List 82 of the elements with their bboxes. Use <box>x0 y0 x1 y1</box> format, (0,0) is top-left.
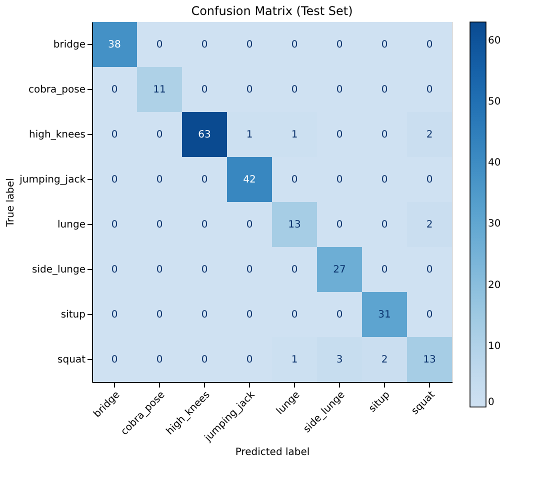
color-bar-label: 20 <box>488 280 501 291</box>
data-label: 0 <box>426 84 433 96</box>
data-label: 0 <box>201 220 208 230</box>
data-label: 0 <box>426 264 433 276</box>
chart-title: Confusion Matrix (Test Set) <box>191 4 353 18</box>
data-label: 3 <box>336 354 343 366</box>
data-label: 13 <box>423 354 436 366</box>
data-label: 0 <box>381 84 388 96</box>
data-label: 0 <box>336 84 343 96</box>
data-label: 0 <box>426 174 433 186</box>
data-label: 0 <box>201 264 208 276</box>
color-bar-label: 0 <box>488 397 494 408</box>
data-label: 0 <box>291 174 298 186</box>
data-label: 0 <box>336 220 343 230</box>
data-label: 27 <box>333 264 346 276</box>
data-label: 0 <box>111 130 118 140</box>
data-label: 0 <box>201 84 208 96</box>
data-label: 0 <box>111 174 118 186</box>
data-label: 0 <box>336 310 343 320</box>
data-label: 0 <box>336 40 343 50</box>
data-label: 0 <box>246 264 253 276</box>
data-label: 0 <box>246 40 253 50</box>
data-label: 0 <box>246 354 253 366</box>
color-bar-label: 30 <box>488 218 501 230</box>
data-label: 31 <box>378 310 391 320</box>
data-label: 1 <box>246 130 253 140</box>
color-bar-label: 10 <box>488 340 501 352</box>
data-label: 0 <box>156 130 163 140</box>
color-bar-label: 40 <box>488 158 501 169</box>
data-label: 0 <box>201 354 208 366</box>
y-tick-label: side_lunge <box>32 264 86 276</box>
color-bar-label: 50 <box>488 96 501 108</box>
color-bar-label: 60 <box>488 35 501 46</box>
data-label: 2 <box>426 220 433 230</box>
data-label: 0 <box>291 84 298 96</box>
data-label: 0 <box>156 354 163 366</box>
data-label: 0 <box>201 174 208 186</box>
x-axis-title: Predicted label <box>235 447 310 458</box>
data-label: 0 <box>336 174 343 186</box>
data-label: 0 <box>156 220 163 230</box>
y-tick-label: lunge <box>58 220 86 230</box>
data-label: 11 <box>153 84 166 96</box>
data-label: 0 <box>246 84 253 96</box>
data-label: 0 <box>291 40 298 50</box>
data-label: 0 <box>111 84 118 96</box>
y-axis-title: True label <box>6 178 17 228</box>
data-label: 0 <box>336 130 343 140</box>
data-label: 0 <box>426 40 433 50</box>
data-label: 0 <box>156 40 163 50</box>
data-label: 1 <box>291 354 298 366</box>
y-tick-label: squat <box>58 354 86 366</box>
data-label: 0 <box>381 174 388 186</box>
data-label: 0 <box>291 310 298 320</box>
y-tick-label: high_knees <box>29 130 86 140</box>
data-label: 0 <box>381 220 388 230</box>
data-label: 0 <box>111 310 118 320</box>
data-label: 0 <box>201 40 208 50</box>
data-label: 0 <box>111 264 118 276</box>
data-label: 0 <box>156 264 163 276</box>
data-label: 0 <box>246 310 253 320</box>
data-label: 0 <box>111 354 118 366</box>
data-label: 0 <box>381 40 388 50</box>
data-label: 42 <box>243 174 256 186</box>
y-tick-label: situp <box>60 310 86 320</box>
data-label: 0 <box>156 174 163 186</box>
y-tick-label: cobra_pose <box>28 84 86 96</box>
data-label: 0 <box>426 310 433 320</box>
y-tick-label: jumping_jack <box>18 174 86 186</box>
data-label: 63 <box>198 130 211 140</box>
data-label: 0 <box>201 310 208 320</box>
y-tick-label: bridge <box>53 40 86 50</box>
data-label: 0 <box>291 264 298 276</box>
data-label: 0 <box>156 310 163 320</box>
data-label: 2 <box>426 130 433 140</box>
data-label: 0 <box>381 264 388 276</box>
data-label: 0 <box>381 130 388 140</box>
data-label: 2 <box>381 354 388 366</box>
data-label: 1 <box>291 130 298 140</box>
data-label: 0 <box>246 220 253 230</box>
data-label: 38 <box>108 40 121 50</box>
data-label: 0 <box>111 220 118 230</box>
data-label: 13 <box>288 220 301 230</box>
